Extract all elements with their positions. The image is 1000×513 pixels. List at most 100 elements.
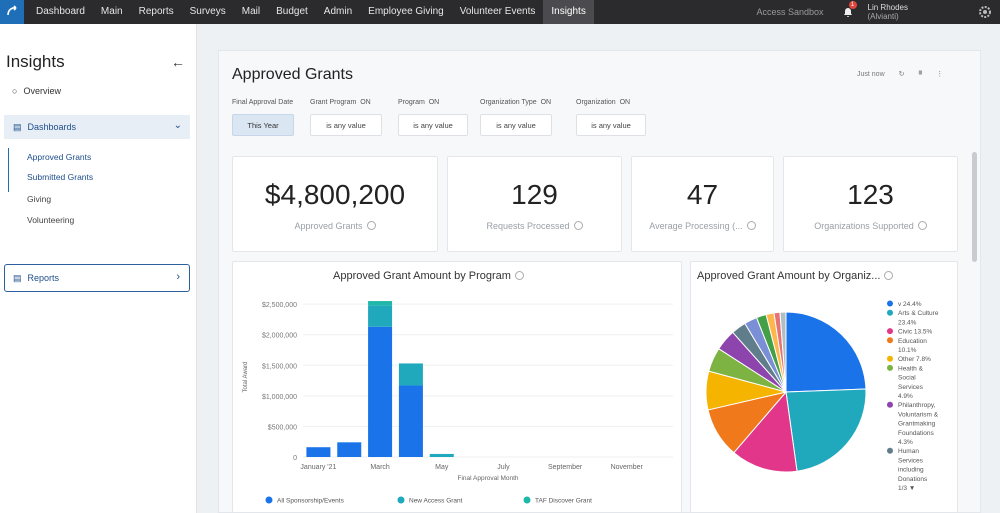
- sidebar-item-dashboards[interactable]: ▤ Dashboards ⌄: [4, 115, 190, 139]
- refresh-icon[interactable]: ↻: [898, 71, 905, 78]
- nav-item-volunteer-events[interactable]: Volunteer Events: [459, 6, 536, 17]
- legend-label: 10.1%: [898, 347, 917, 354]
- chart-title: Approved Grant Amount by Organiz...: [697, 270, 894, 282]
- filter-program[interactable]: is any value: [398, 114, 468, 136]
- bar-segment: [398, 385, 423, 457]
- legend-swatch: [887, 309, 893, 316]
- collapse-sidebar-arrow-icon[interactable]: ←: [171, 54, 185, 70]
- nav-item-mail[interactable]: Mail: [241, 6, 261, 17]
- legend-swatch: [887, 447, 893, 454]
- access-sandbox-link[interactable]: Access Sandbox: [756, 7, 824, 17]
- sidebar-subitem-volunteering[interactable]: Volunteering: [27, 215, 75, 225]
- info-icon[interactable]: [884, 270, 894, 280]
- bar-segment: [368, 326, 393, 457]
- info-icon[interactable]: [514, 270, 524, 280]
- legend-label: Philanthropy,: [898, 402, 936, 409]
- kpi-value: 47: [686, 179, 719, 210]
- bar-segment: [306, 447, 331, 457]
- kpi-organizations-supported[interactable]: 123 Organizations Supported: [783, 156, 958, 252]
- pie-slice: [733, 390, 798, 473]
- legend-swatch: [887, 328, 893, 335]
- legend-label: 23.4%: [898, 319, 917, 326]
- pie-slice: [785, 311, 867, 393]
- legend-swatch: [887, 355, 893, 362]
- bell-icon: [843, 8, 852, 17]
- legend-label: Arts & Culture: [898, 310, 939, 317]
- filter-icon[interactable]: ⩩: [918, 70, 923, 77]
- pie-slice: [785, 388, 867, 472]
- kpi-value: 129: [511, 179, 558, 210]
- nav-item-insights[interactable]: Insights: [543, 0, 594, 24]
- sidebar-item-label: Dashboards: [27, 122, 77, 132]
- sidebar-subitem-giving[interactable]: Giving: [27, 194, 52, 204]
- x-tick-label: May: [435, 464, 449, 471]
- bar-segment: [337, 442, 362, 457]
- legend-swatch: [887, 337, 893, 344]
- nav-item-employee-giving[interactable]: Employee Giving: [368, 6, 444, 17]
- x-tick-label: March: [370, 464, 390, 471]
- chart-title: Approved Grant Amount by Program: [333, 270, 524, 282]
- x-axis-label: Final Approval Month: [457, 475, 518, 482]
- y-tick-label: $1,000,000: [262, 394, 297, 401]
- info-icon[interactable]: [917, 221, 927, 231]
- x-tick-label: September: [548, 464, 583, 471]
- filter-label-organization: Organization ON: [576, 99, 631, 106]
- kpi-average-processing[interactable]: 47 Average Processing (...: [631, 156, 774, 252]
- legend-swatch: [887, 401, 893, 408]
- dashboard-toolbar: Just now ↻ ⩩ ⋮: [857, 70, 943, 78]
- bar-chart: $2,500,000 $2,000,000 $1,500,000 $1,000,000…: [243, 301, 673, 505]
- sidebar-subitem-submitted-grants[interactable]: Submitted Grants: [27, 172, 94, 182]
- kpi-label: Average Processing (...: [632, 221, 773, 231]
- bar-segment: [398, 363, 423, 386]
- legend-label: Services: [898, 384, 924, 391]
- chevron-down-icon: ⌄: [173, 120, 182, 131]
- y-tick-label: 0: [293, 455, 297, 462]
- sidebar-item-reports[interactable]: ▤ Reports ›: [4, 264, 190, 292]
- filter-final-approval-date[interactable]: This Year: [232, 114, 294, 136]
- nav-item-budget[interactable]: Budget: [276, 6, 308, 17]
- notifications-bell[interactable]: 1: [842, 1, 857, 19]
- nav-item-surveys[interactable]: Surveys: [189, 6, 226, 17]
- legend-label: v 24.4%: [898, 301, 922, 308]
- legend-label: Civic 13.5%: [898, 329, 933, 336]
- legend-label: Foundations: [898, 430, 935, 437]
- bar-chart-panel: Approved Grant Amount by Program $2,500,…: [232, 261, 682, 513]
- app-logo[interactable]: [0, 0, 24, 24]
- dashboard-subitems-indicator: [8, 148, 9, 192]
- dashboard-icon: ▤: [13, 121, 22, 132]
- filter-grant-program[interactable]: is any value: [310, 114, 382, 136]
- vertical-scrollbar[interactable]: [972, 152, 977, 262]
- nav-items: Dashboard Main Reports Surveys Mail Budget Adm…: [28, 0, 594, 24]
- kpi-label: Requests Processed: [448, 221, 621, 231]
- chevron-right-icon: ›: [176, 271, 180, 283]
- sidebar-item-overview[interactable]: ○ Overview: [12, 86, 61, 96]
- more-options-icon[interactable]: ⋮: [936, 71, 944, 78]
- legend-label: Social: [898, 375, 916, 382]
- kpi-approved-grants[interactable]: $4,800,200 Approved Grants: [232, 156, 438, 252]
- nav-item-main[interactable]: Main: [100, 6, 123, 17]
- y-tick-label: $500,000: [268, 424, 297, 431]
- gear-icon[interactable]: [978, 5, 992, 19]
- nav-item-dashboard[interactable]: Dashboard: [36, 6, 85, 17]
- info-icon[interactable]: [366, 221, 376, 231]
- kpi-value: $4,800,200: [264, 179, 406, 210]
- legend-label: TAF Discover Grant: [535, 498, 592, 505]
- info-icon[interactable]: [746, 221, 756, 231]
- nav-item-reports[interactable]: Reports: [138, 6, 174, 17]
- legend-label: All Sponsorship/Events: [277, 498, 345, 505]
- sidebar-item-label: Overview: [23, 86, 61, 96]
- legend-label: Grantmaking: [898, 421, 936, 428]
- nav-item-admin[interactable]: Admin: [323, 6, 353, 17]
- filter-organization[interactable]: is any value: [576, 114, 646, 136]
- kpi-requests-processed[interactable]: 129 Requests Processed: [447, 156, 622, 252]
- lightbulb-icon: ○: [12, 86, 18, 96]
- user-menu[interactable]: Lin Rhodes (Alvianti): [868, 3, 908, 21]
- pie-chart: v 24.4% Arts & Culture 23.4% Civic 13.5% Edu…: [705, 300, 939, 492]
- legend-swatch: [887, 300, 893, 307]
- info-icon[interactable]: [573, 221, 583, 231]
- pie-chart-panel: Approved Grant Amount by Organiz... v 24…: [690, 261, 958, 513]
- filter-organization-type[interactable]: is any value: [480, 114, 552, 136]
- sidebar-subitem-approved-grants[interactable]: Approved Grants: [27, 152, 92, 162]
- x-tick-label: July: [497, 464, 510, 471]
- legend-label: New Access Grant: [409, 498, 463, 505]
